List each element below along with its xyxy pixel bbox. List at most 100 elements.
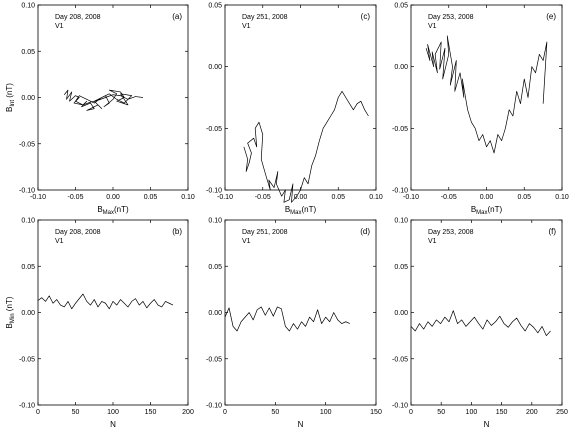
annotation-spacecraft: V1: [55, 238, 64, 245]
x-tick-label: 100: [107, 409, 119, 416]
y-tick-label: -0.05: [206, 356, 222, 363]
y-tick-label: 0.00: [21, 310, 35, 317]
x-axis-label: BMax(nT): [285, 205, 317, 216]
x-tick-label: 0.05: [331, 194, 345, 201]
y-tick-label: 0.10: [21, 218, 35, 225]
plot-frame: [37, 219, 189, 406]
annotation-day: Day 251, 2008: [242, 14, 288, 21]
y-tick-label: -0.10: [392, 188, 408, 195]
annotation-spacecraft: V1: [242, 23, 251, 30]
x-axis-label-unit: (nT): [488, 205, 503, 214]
y-tick-label: 0.10: [394, 218, 408, 225]
x-tick-label: 0.05: [517, 194, 531, 201]
x-tick-label: 0: [36, 409, 40, 416]
x-tick-label: 200: [182, 409, 194, 416]
panel-c: -0.10 -0.05 0.00 0.05 0.10 0.05 0.00 -0.05 -0.10…: [206, 3, 383, 217]
y-tick-label: 0.10: [208, 218, 222, 225]
y-tick-label: 0.10: [21, 3, 35, 10]
y-tick-label: 0.00: [394, 310, 408, 317]
annotation-day: Day 253, 2008: [428, 229, 474, 236]
panel-f: 0 50 100 150 200 250 0.10 0.05 0.00 -0.05 -0.10 Day…: [392, 218, 568, 430]
y-tick-label: 0.05: [21, 49, 35, 56]
annotation-spacecraft: V1: [428, 238, 437, 245]
x-tick-label: 50: [271, 409, 279, 416]
x-tick-label: 0.10: [369, 194, 383, 201]
panel-label: (c): [361, 12, 371, 21]
x-tick-label: 0: [409, 409, 413, 416]
y-tick-label: 0.00: [208, 310, 222, 317]
plot-frame: [224, 4, 377, 191]
y-axis-label: BInt (nT): [5, 83, 16, 112]
y-tick-label: -0.05: [392, 356, 408, 363]
x-tick-label: -0.10: [30, 194, 46, 201]
x-tick-label: 250: [556, 409, 568, 416]
x-tick-label: -0.05: [255, 194, 271, 201]
y-tick-label: 0.05: [208, 3, 222, 10]
y-tick-label: -0.05: [392, 126, 408, 133]
series-line: [425, 35, 548, 154]
x-tick-label: 100: [466, 409, 478, 416]
panel-e: -0.10 -0.05 0.00 0.05 0.10 0.05 0.00 -0.05 -0.10…: [392, 3, 569, 217]
y-tick-label: -0.10: [206, 403, 222, 410]
y-tick-label: -0.10: [19, 188, 35, 195]
plot-frame: [410, 4, 563, 191]
y-tick-label: -0.05: [19, 356, 35, 363]
panel-label: (e): [546, 12, 556, 21]
annotation-day: Day 251, 2008: [242, 229, 288, 236]
series-line: [63, 89, 144, 111]
x-axis-label-sub: Max: [290, 210, 301, 216]
x-tick-label: 0.10: [181, 194, 195, 201]
x-axis-label-sub: Max: [103, 210, 114, 216]
annotation-day: Day 253, 2008: [428, 14, 474, 21]
plot-frame: [37, 4, 189, 191]
x-tick-label: 200: [526, 409, 538, 416]
series-line: [243, 90, 369, 203]
x-tick-label: 0: [223, 409, 227, 416]
panel-label: (d): [360, 227, 370, 236]
y-axis-label-unit: (nT): [5, 83, 14, 100]
x-tick-label: -0.10: [403, 194, 419, 201]
y-axis-label-unit: (nT): [5, 296, 14, 313]
panel-b: 0 50 100 150 200 0.10 0.05 0.00 -0.05 -0.10 Day 20…: [5, 218, 194, 430]
y-tick-label: 0.05: [208, 264, 222, 271]
y-tick-label: 0.05: [21, 264, 35, 271]
x-axis-label: BMax(nT): [97, 205, 129, 216]
panel-label: (f): [548, 227, 556, 236]
y-axis-label-sub: Min: [10, 313, 16, 323]
x-tick-label: 0.05: [144, 194, 158, 201]
x-tick-label: 0.00: [106, 194, 120, 201]
x-axis-label: BMax(nT): [471, 205, 503, 216]
series-line: [37, 293, 174, 310]
x-axis-label: N: [484, 420, 490, 429]
y-tick-label: 0.05: [394, 3, 408, 10]
annotation-day: Day 208, 2008: [55, 14, 101, 21]
y-tick-label: -0.10: [206, 188, 222, 195]
x-axis-label: N: [110, 420, 116, 429]
x-tick-label: 150: [370, 409, 382, 416]
y-axis-label: BMin (nT): [5, 296, 16, 328]
plot-frame: [410, 219, 563, 406]
x-tick-label: 150: [145, 409, 157, 416]
x-tick-label: 0.00: [294, 194, 308, 201]
annotation-day: Day 208, 2008: [55, 229, 101, 236]
y-tick-label: -0.10: [19, 403, 35, 410]
y-tick-label: -0.10: [392, 403, 408, 410]
panel-d: 0 50 100 150 0.10 0.05 0.00 -0.05 -0.10 Day 251, …: [206, 218, 382, 430]
x-axis-label-unit: (nT): [302, 205, 317, 214]
y-tick-label: 0.00: [21, 95, 35, 102]
panel-a: -0.10 -0.05 0.00 0.05 0.10 0.10 0.05 0.00 -0.05 -…: [5, 3, 195, 217]
panel-label: (a): [172, 12, 182, 21]
x-axis-label-unit: (nT): [114, 205, 129, 214]
y-tick-label: 0.05: [394, 264, 408, 271]
y-axis-label-sub: Int: [10, 100, 16, 107]
series-line: [410, 310, 551, 336]
y-tick-label: 0.00: [208, 64, 222, 71]
x-axis-label-sub: Max: [476, 210, 487, 216]
y-tick-label: -0.05: [206, 126, 222, 133]
annotation-spacecraft: V1: [428, 23, 437, 30]
y-tick-label: 0.00: [394, 64, 408, 71]
y-tick-label: -0.05: [19, 141, 35, 148]
panel-label: (b): [172, 227, 182, 236]
x-tick-label: 0.10: [555, 194, 569, 201]
